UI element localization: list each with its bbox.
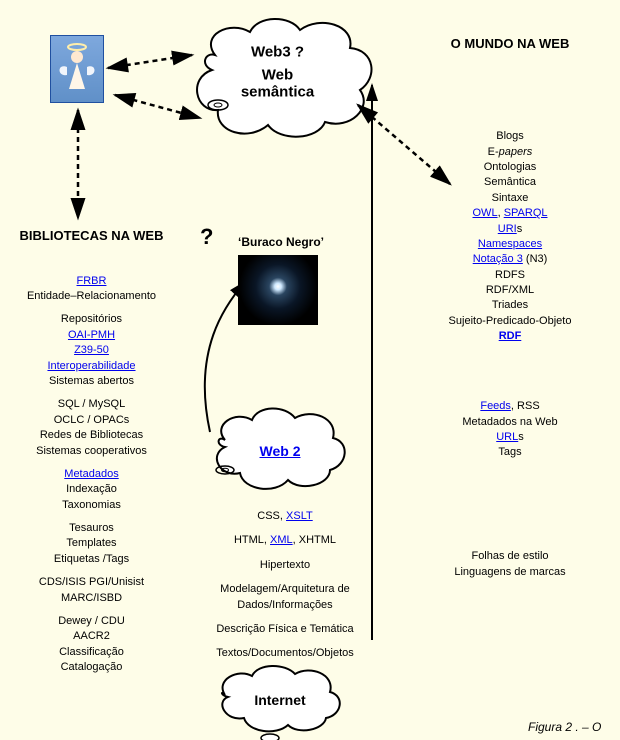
list-item: Sintaxe: [405, 191, 615, 206]
list-item: Triades: [405, 298, 615, 313]
list-item: Namespaces: [405, 237, 615, 252]
cloud-web2: Web 2: [215, 418, 345, 483]
link-item[interactable]: Metadados: [64, 468, 118, 480]
list-item: Folhas de estilo: [405, 549, 615, 564]
list-item: Etiquetas /Tags: [4, 552, 179, 567]
link-item[interactable]: OWL: [473, 207, 498, 219]
list-item: Tesauros: [4, 521, 179, 536]
list-item: MARC/ISBD: [4, 591, 179, 606]
list-item: Descrição Física e Temática: [180, 622, 390, 637]
list-item: Blogs: [405, 129, 615, 144]
list-item: RDFS: [405, 268, 615, 283]
list-item: Metadados na Web: [405, 415, 615, 430]
link-item[interactable]: URL: [496, 431, 518, 443]
link-item[interactable]: FRBR: [77, 275, 107, 287]
list-item: Classificação: [4, 645, 179, 660]
link-item[interactable]: Z39-50: [74, 344, 109, 356]
left-group: Metadados IndexaçãoTaxonomias: [4, 467, 179, 513]
left-group: SQL / MySQLOCLC / OPACsRedes de Bibliote…: [4, 397, 179, 459]
list-item: FRBR: [4, 274, 179, 289]
cloud-web3: Web3 ? Web semântica: [190, 32, 365, 132]
web2-label[interactable]: Web 2: [260, 443, 301, 459]
right-group: Folhas de estiloLinguagens de marcas: [405, 549, 615, 580]
list-item: RDF/XML: [405, 283, 615, 298]
buraco-image: [238, 255, 318, 325]
right-heading: O MUNDO NA WEB: [405, 35, 615, 53]
list-item: URLs: [405, 430, 615, 445]
link-item[interactable]: URI: [498, 223, 517, 235]
web3-line2: Web: [190, 67, 365, 84]
left-column: BIBLIOTECAS NA WEB FRBR Entidade–Relacion…: [4, 228, 179, 684]
list-item: Catalogação: [4, 660, 179, 675]
web3-line3: semântica: [190, 84, 365, 101]
question-mark: ?: [200, 224, 213, 250]
link-item[interactable]: Notação 3: [473, 253, 523, 265]
list-item: Indexação: [4, 482, 179, 497]
left-heading: BIBLIOTECAS NA WEB: [4, 228, 179, 244]
internet-label: Internet: [254, 692, 305, 708]
buraco-label: ‘Buraco Negro’: [238, 235, 324, 249]
list-item: Ontologias: [405, 160, 615, 175]
web3-line1: Web3 ?: [190, 44, 365, 61]
list-item: Interoperabilidade: [4, 359, 179, 374]
list-item: E-papers: [405, 145, 615, 160]
arrow-angel-web3-b: [115, 95, 200, 118]
link-item[interactable]: XSLT: [286, 510, 313, 522]
list-item: Templates: [4, 536, 179, 551]
list-item: Taxonomias: [4, 498, 179, 513]
left-group: CDS/ISIS PGI/UnisistMARC/ISBD: [4, 575, 179, 606]
list-item: Tags: [405, 445, 615, 460]
link-item[interactable]: OAI-PMH: [68, 329, 115, 341]
list-item: HTML, XML, XHTML: [180, 533, 390, 548]
list-item: Sistemas abertos: [4, 374, 179, 389]
list-item: CSS, XSLT: [180, 509, 390, 524]
list-item: Linguagens de marcas: [405, 565, 615, 580]
list-item: OCLC / OPACs: [4, 413, 179, 428]
list-item: Metadados: [4, 467, 179, 482]
right-column: O MUNDO NA WEB BlogsE-papersOntologiasSe…: [405, 35, 615, 61]
center-tech-list: CSS, XSLT HTML, XML, XHTML Hipertexto Model…: [180, 500, 390, 671]
list-item: Notação 3 (N3): [405, 252, 615, 267]
cloud-internet: Internet: [215, 672, 345, 727]
link-item[interactable]: Namespaces: [478, 238, 542, 250]
list-item: Hipertexto: [180, 558, 390, 573]
list-item: Semântica: [405, 175, 615, 190]
right-group: Feeds, RSSMetadados na WebURLsTags: [405, 399, 615, 461]
list-item: Textos/Documentos/Objetos: [180, 646, 390, 661]
list-item: AACR2: [4, 629, 179, 644]
arrow-angel-web3-a: [108, 55, 192, 68]
list-item: Sujeito-Predicado-Objeto: [405, 314, 615, 329]
list-item: SQL / MySQL: [4, 397, 179, 412]
list-item: OAI-PMH: [4, 328, 179, 343]
figure-caption: Figura 2 . – O: [528, 720, 601, 734]
list-item: CDS/ISIS PGI/Unisist: [4, 575, 179, 590]
link-item[interactable]: Feeds: [480, 400, 511, 412]
list-item: RDF: [405, 329, 615, 344]
right-group: BlogsE-papersOntologiasSemânticaSintaxeO…: [405, 129, 615, 344]
link-item[interactable]: SPARQL: [504, 207, 548, 219]
list-item: Redes de Bibliotecas: [4, 428, 179, 443]
link-item[interactable]: XML: [270, 534, 293, 546]
list-item: Z39-50: [4, 343, 179, 358]
list-item: Modelagem/Arquitetura de Dados/Informaçõ…: [180, 582, 390, 613]
list-item: OWL, SPARQL: [405, 206, 615, 221]
list-item: Sistemas cooperativos: [4, 444, 179, 459]
list-item: Dewey / CDU: [4, 614, 179, 629]
link-item[interactable]: RDF: [499, 330, 522, 342]
list-item: Repositórios: [4, 312, 179, 327]
angel-image: [50, 35, 104, 103]
left-group: FRBR Entidade–Relacionamento: [4, 274, 179, 305]
link-item[interactable]: Interoperabilidade: [47, 360, 135, 372]
list-item: URIs: [405, 222, 615, 237]
left-group: Repositórios OAI-PMH Z39-50 Interoperabilid…: [4, 312, 179, 389]
list-item: Entidade–Relacionamento: [4, 289, 179, 304]
list-item: Feeds, RSS: [405, 399, 615, 414]
left-group: Dewey / CDUAACR2ClassificaçãoCatalogação: [4, 614, 179, 676]
left-group: TesaurosTemplatesEtiquetas /Tags: [4, 521, 179, 567]
